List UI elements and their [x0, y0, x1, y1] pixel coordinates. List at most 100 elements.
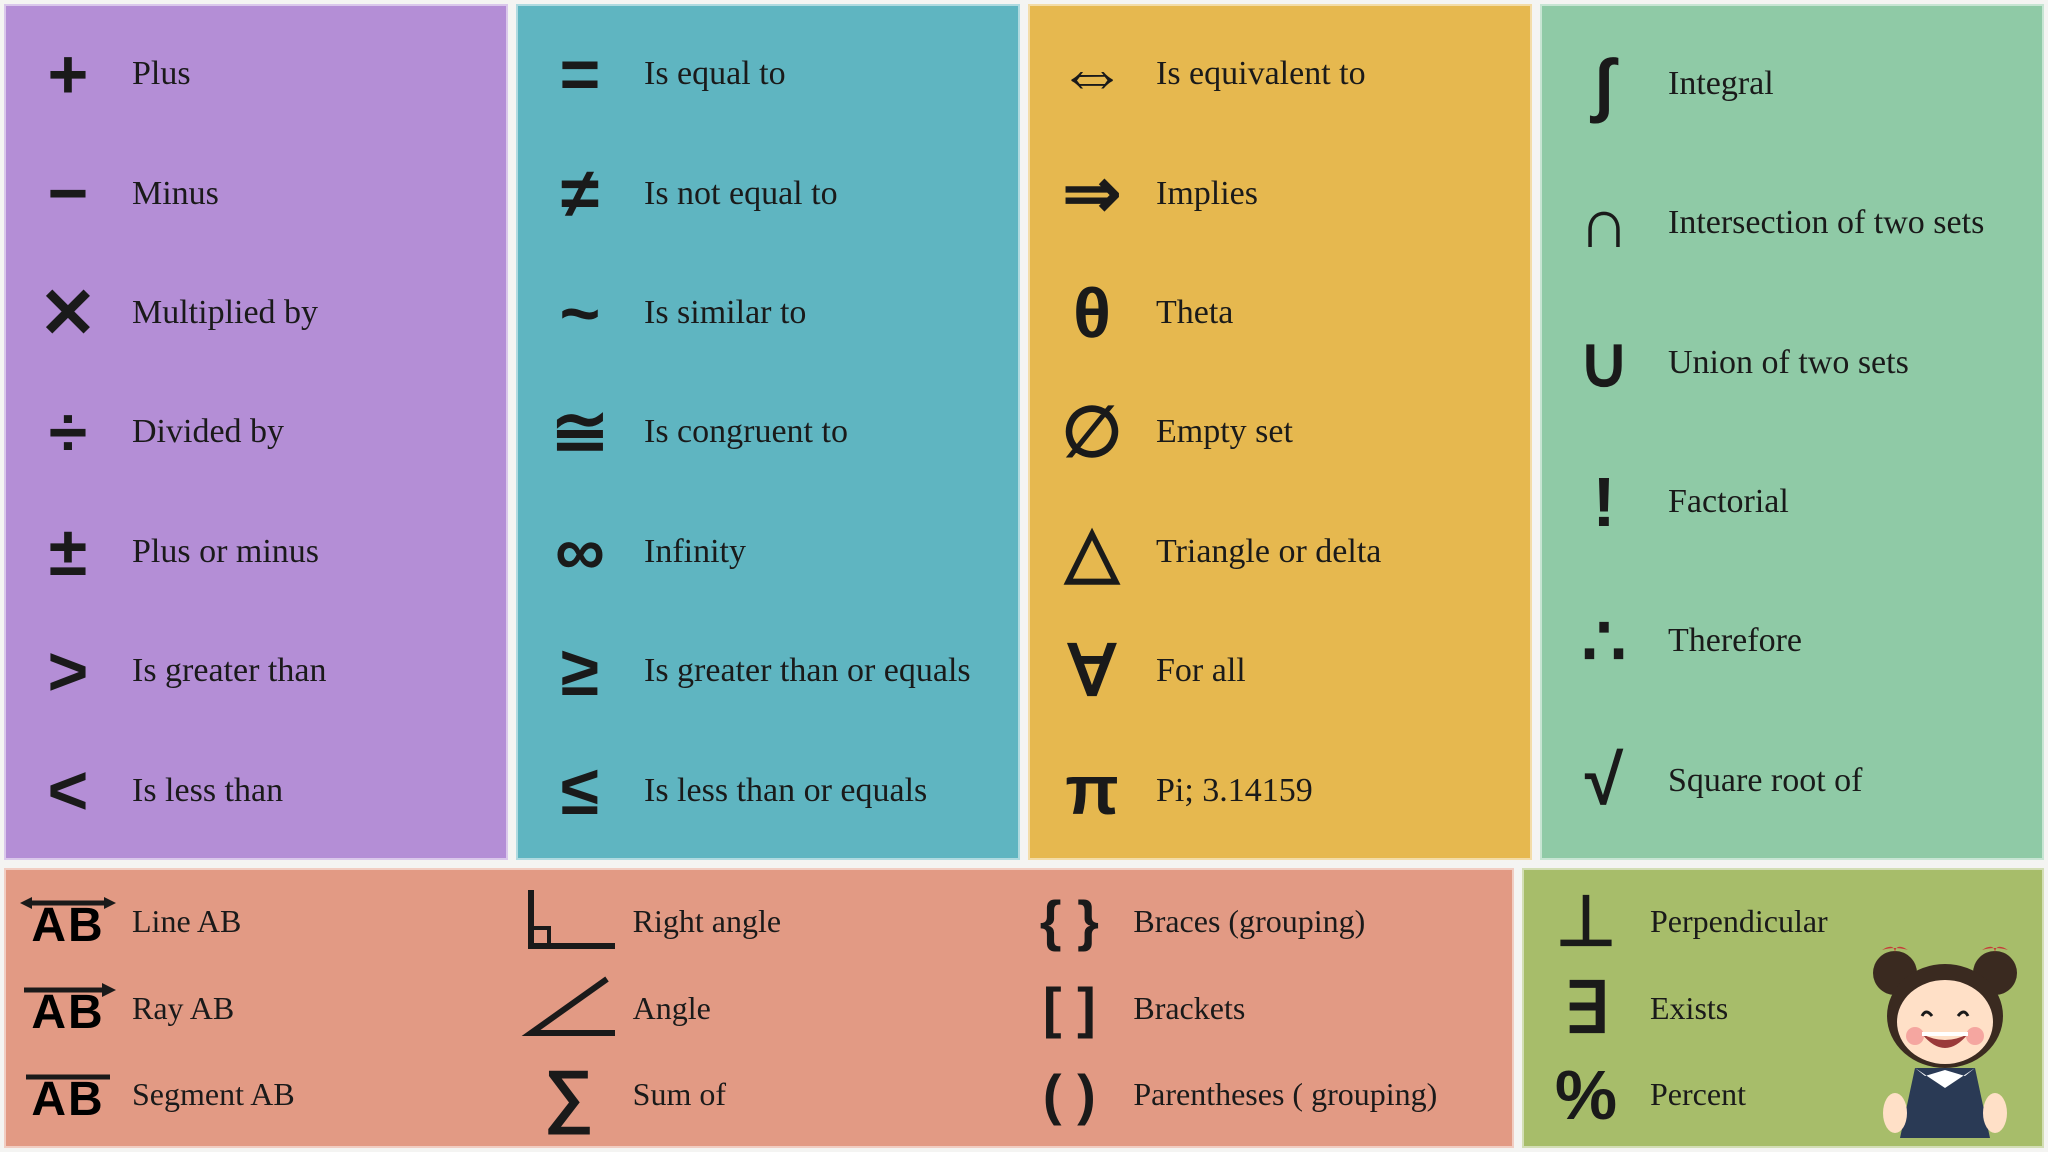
entry-implies: ⇒ Implies [1042, 158, 1518, 228]
congruent-label: Is congruent to [644, 412, 848, 451]
braces-label: Braces (grouping) [1133, 903, 1365, 940]
integral-icon: ∫ [1554, 49, 1654, 119]
panel-yellow: ⇔Is equivalent to ⇒ Implies θ Theta ∅ Empty… [1028, 4, 1532, 860]
entry-gte: ≥ Is greater than or equals [530, 636, 1006, 706]
intersection-icon: ∩ [1554, 188, 1654, 258]
entry-right-angle: Right angle [519, 886, 1000, 956]
minus-label: Minus [132, 174, 219, 213]
parens-icon: ( ) [1019, 1067, 1119, 1123]
panel-teal: = Is equal to ≠ Is not equal to ~ Is simila… [516, 4, 1020, 860]
entry-intersection: ∩ Intersection of two sets [1554, 188, 2030, 258]
entry-similar: ~ Is similar to [530, 278, 1006, 348]
entry-divide: ÷ Divided by [18, 397, 494, 467]
sum-icon: ∑ [519, 1060, 619, 1130]
braces-icon: { } [1019, 893, 1119, 949]
entry-plusminus: ±Plus or minus [18, 516, 494, 586]
entry-sum: ∑ Sum of [519, 1060, 1000, 1130]
notequal-icon: ≠ [530, 158, 630, 228]
gte-label: Is greater than or equals [644, 651, 971, 690]
perpendicular-icon: ⊥ [1536, 886, 1636, 956]
intersection-label: Intersection of two sets [1668, 203, 1984, 242]
triangle-label: Triangle or delta [1156, 532, 1381, 571]
emptyset-label: Empty set [1156, 412, 1293, 451]
percent-label: Percent [1650, 1076, 1746, 1113]
gte-icon: ≥ [530, 636, 630, 706]
entry-infinity: ∞ Infinity [530, 516, 1006, 586]
entry-triangle: △ Triangle or delta [1042, 516, 1518, 586]
entry-congruent: ≅ Is congruent to [530, 397, 1006, 467]
infinity-label: Infinity [644, 532, 746, 571]
therefore-icon: ∴ [1554, 606, 1654, 676]
ray-ab-icon: AB [18, 978, 118, 1038]
greater-label: Is greater than [132, 651, 326, 690]
infinity-icon: ∞ [530, 516, 630, 586]
salmon-col2: Right angle Angle ∑ Sum of [519, 878, 1000, 1138]
implies-label: Implies [1156, 174, 1258, 213]
forall-icon: ∀ [1042, 636, 1142, 706]
plusminus-icon: ± [18, 516, 118, 586]
right-angle-label: Right angle [633, 903, 781, 940]
pi-icon: π [1042, 755, 1142, 825]
multiply-label: Multiplied by [132, 293, 318, 332]
panel-olive: ⊥Perpendicular ∃Exists %Percent [1522, 868, 2044, 1148]
triangle-icon: △ [1042, 516, 1142, 586]
top-row: +Plus −Minus ✕Multiplied by ÷Divided by … [4, 4, 2044, 860]
entry-plus: + Plus [18, 39, 494, 109]
factorial-icon: ! [1554, 467, 1654, 537]
entry-minus: −Minus [18, 158, 494, 228]
union-label: Union of two sets [1668, 343, 1909, 382]
sum-label: Sum of [633, 1076, 726, 1113]
similar-label: Is similar to [644, 293, 806, 332]
pi-label: Pi; 3.14159 [1156, 771, 1313, 810]
line-ab-icon: AB [18, 891, 118, 951]
equivalent-icon: ⇔ [1042, 39, 1142, 109]
factorial-label: Factorial [1668, 482, 1789, 521]
line-ab-label: Line AB [132, 903, 241, 940]
notequal-label: Is not equal to [644, 174, 838, 213]
entry-angle: Angle [519, 973, 1000, 1043]
entry-therefore: ∴ Therefore [1554, 606, 2030, 676]
therefore-label: Therefore [1668, 621, 1802, 660]
brackets-label: Brackets [1133, 990, 1245, 1027]
divide-icon: ÷ [18, 397, 118, 467]
congruent-icon: ≅ [530, 397, 630, 467]
svg-text:AB: AB [31, 986, 104, 1038]
lte-label: Is less than or equals [644, 771, 927, 810]
entry-lte: ≤Is less than or equals [530, 755, 1006, 825]
implies-icon: ⇒ [1042, 158, 1142, 228]
parens-label: Parentheses ( grouping) [1133, 1076, 1437, 1113]
equal-label: Is equal to [644, 54, 786, 93]
entry-pi: π Pi; 3.14159 [1042, 755, 1518, 825]
theta-icon: θ [1042, 278, 1142, 348]
entry-factorial: ! Factorial [1554, 467, 2030, 537]
percent-icon: % [1536, 1060, 1636, 1130]
emptyset-icon: ∅ [1042, 397, 1142, 467]
salmon-col3: { } Braces (grouping) [ ] Brackets ( ) Pare… [1019, 878, 1500, 1138]
bottom-row: AB Line AB AB Ray AB AB Segment AB [4, 868, 2044, 1148]
svg-text:AB: AB [31, 1073, 104, 1125]
divide-label: Divided by [132, 412, 284, 451]
entry-braces: { } Braces (grouping) [1019, 893, 1500, 949]
union-icon: ∪ [1554, 327, 1654, 397]
entry-ray-ab: AB Ray AB [18, 978, 499, 1038]
plus-label: Plus [132, 54, 191, 93]
angle-label: Angle [633, 990, 711, 1027]
equal-icon: = [530, 39, 630, 109]
segment-ab-label: Segment AB [132, 1076, 295, 1113]
entry-line-ab: AB Line AB [18, 891, 499, 951]
entry-emptyset: ∅ Empty set [1042, 397, 1518, 467]
sqrt-label: Square root of [1668, 761, 1863, 800]
similar-icon: ~ [530, 278, 630, 348]
svg-text:AB: AB [31, 899, 104, 951]
segment-ab-icon: AB [18, 1065, 118, 1125]
panel-salmon: AB Line AB AB Ray AB AB Segment AB [4, 868, 1514, 1148]
entry-theta: θ Theta [1042, 278, 1518, 348]
greater-icon: > [18, 636, 118, 706]
entry-equivalent: ⇔Is equivalent to [1042, 39, 1518, 109]
brackets-icon: [ ] [1019, 980, 1119, 1036]
forall-label: For all [1156, 651, 1246, 690]
entry-parens: ( ) Parentheses ( grouping) [1019, 1067, 1500, 1123]
plus-icon: + [18, 39, 118, 109]
theta-label: Theta [1156, 293, 1233, 332]
integral-label: Integral [1668, 64, 1774, 103]
